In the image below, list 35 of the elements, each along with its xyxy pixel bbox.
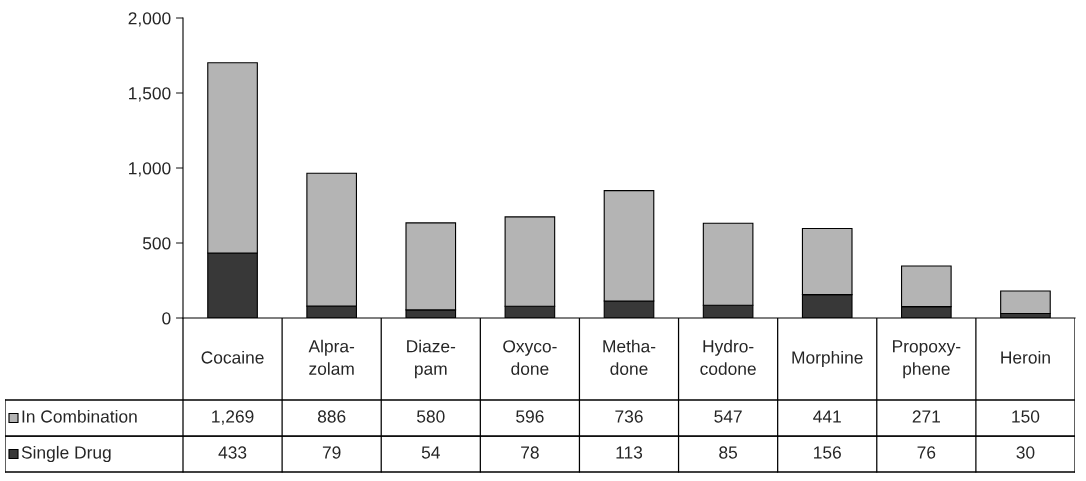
legend-label: Single Drug: [21, 445, 111, 463]
x-tick-label: Hydro- codone: [700, 339, 756, 375]
data-label: 113: [616, 446, 643, 459]
x-tick-label: Diaze- pam: [407, 339, 456, 379]
x-tick-label: Morphine: [792, 350, 863, 368]
data-label: 886: [317, 410, 346, 423]
bar: [1000, 290, 1051, 315]
data-label: 580: [416, 410, 445, 423]
data-label: 79: [322, 446, 341, 459]
data-label: 271: [912, 410, 940, 423]
data-label: 1,269: [212, 410, 254, 425]
data-label: 736: [615, 410, 643, 423]
data-label: 433: [218, 446, 247, 459]
data-label: 547: [714, 410, 742, 423]
x-tick-label: Heroin: [1001, 350, 1050, 364]
data-label: 30: [1016, 446, 1035, 459]
data-label: 150: [1012, 410, 1040, 423]
y-tick-label: 1,500: [129, 87, 171, 102]
y-tick-label: 1,000: [129, 162, 171, 177]
x-tick-label: Metha- done: [603, 339, 656, 375]
x-tick-label: Alpra- zolam: [308, 339, 355, 375]
data-label: 596: [516, 410, 544, 423]
data-label: 441: [813, 410, 841, 423]
data-label: 85: [719, 446, 738, 459]
legend-label: In Combination: [22, 409, 137, 423]
data-label: 78: [521, 446, 539, 459]
y-tick-label: 500: [142, 237, 171, 250]
y-tick-label: 0: [162, 312, 171, 325]
data-label: 76: [917, 446, 936, 459]
x-tick-label: Oxyco- done: [503, 340, 557, 375]
x-tick-label: Cocaine: [201, 350, 264, 364]
data-label: 156: [814, 446, 841, 459]
y-tick-label: 2,000: [128, 12, 171, 27]
x-tick-label: Propoxy- phene: [893, 340, 961, 379]
data-label: 54: [421, 446, 440, 459]
